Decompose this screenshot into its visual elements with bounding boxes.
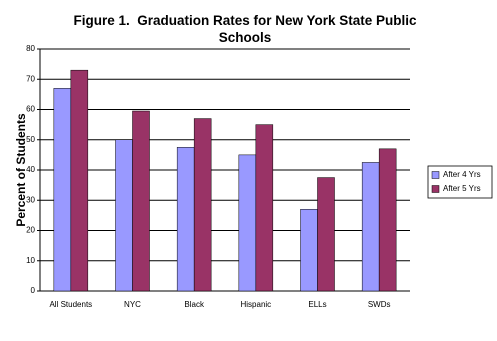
bar bbox=[361, 162, 380, 292]
x-tick-label: ELLs bbox=[308, 300, 326, 309]
bar bbox=[176, 147, 195, 292]
x-tick-label: Hispanic bbox=[240, 300, 271, 309]
y-tick-label: 50 bbox=[26, 135, 35, 144]
x-tick-label: NYC bbox=[124, 300, 141, 309]
legend-swatch bbox=[431, 171, 440, 179]
bar bbox=[300, 209, 318, 292]
x-tick-label: SWDs bbox=[368, 300, 391, 309]
chart-title: Figure 1. Graduation Rates for New York … bbox=[73, 13, 421, 45]
bar bbox=[193, 118, 212, 292]
legend-label: After 5 Yrs bbox=[443, 184, 481, 193]
legend-swatch bbox=[431, 185, 440, 193]
legend-label: After 4 Yrs bbox=[443, 170, 481, 179]
y-tick-label: 10 bbox=[26, 256, 35, 265]
y-tick-label: 40 bbox=[26, 165, 35, 174]
x-tick-label: All Students bbox=[49, 300, 92, 309]
bar bbox=[317, 177, 335, 292]
y-tick-label: 30 bbox=[26, 195, 35, 204]
bar bbox=[115, 139, 133, 292]
bar bbox=[53, 88, 72, 292]
y-tick-label: 60 bbox=[26, 105, 35, 114]
y-tick-label: 20 bbox=[26, 226, 35, 235]
y-axis-label: Percent of Students bbox=[14, 113, 28, 227]
bar bbox=[378, 148, 397, 292]
bar bbox=[70, 69, 89, 292]
y-tick-label: 70 bbox=[26, 74, 35, 83]
y-tick-label: 0 bbox=[31, 286, 36, 295]
bar bbox=[132, 110, 150, 292]
bar bbox=[255, 124, 274, 292]
bar bbox=[238, 154, 257, 292]
x-tick-label: Black bbox=[184, 300, 205, 309]
y-tick-label: 80 bbox=[26, 44, 35, 53]
